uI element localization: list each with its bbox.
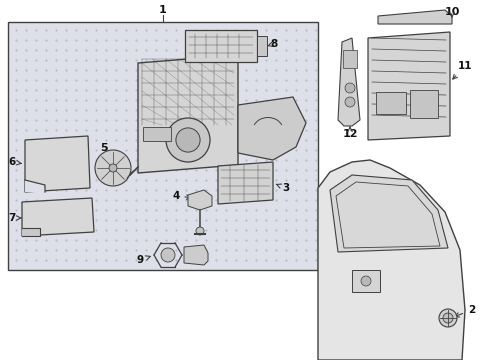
Polygon shape bbox=[184, 245, 208, 265]
Circle shape bbox=[361, 276, 371, 286]
Circle shape bbox=[196, 227, 204, 235]
Text: 9: 9 bbox=[137, 255, 150, 265]
Circle shape bbox=[176, 128, 200, 152]
Bar bbox=[352, 270, 380, 292]
Polygon shape bbox=[378, 10, 452, 24]
Text: 2: 2 bbox=[455, 305, 475, 317]
Text: 3: 3 bbox=[276, 183, 289, 193]
Bar bbox=[143, 127, 171, 141]
Bar bbox=[410, 90, 438, 118]
Text: 6: 6 bbox=[8, 157, 21, 167]
Circle shape bbox=[95, 150, 131, 186]
Circle shape bbox=[345, 83, 355, 93]
Circle shape bbox=[439, 309, 457, 327]
Polygon shape bbox=[25, 180, 45, 192]
Polygon shape bbox=[138, 55, 238, 173]
Polygon shape bbox=[338, 38, 360, 126]
Polygon shape bbox=[25, 136, 90, 192]
Circle shape bbox=[109, 164, 117, 172]
Polygon shape bbox=[368, 32, 450, 140]
Bar bbox=[376, 92, 406, 114]
Text: 1: 1 bbox=[159, 5, 167, 15]
Circle shape bbox=[443, 313, 453, 323]
Text: 10: 10 bbox=[444, 7, 460, 17]
Polygon shape bbox=[257, 36, 267, 56]
Polygon shape bbox=[238, 97, 306, 160]
Circle shape bbox=[166, 118, 210, 162]
Polygon shape bbox=[188, 190, 212, 210]
Polygon shape bbox=[330, 175, 448, 252]
Polygon shape bbox=[318, 160, 465, 360]
Text: 4: 4 bbox=[172, 191, 191, 201]
Text: 11: 11 bbox=[453, 61, 472, 79]
Circle shape bbox=[345, 97, 355, 107]
Bar bbox=[8, 22, 318, 270]
Polygon shape bbox=[22, 198, 94, 236]
Text: 8: 8 bbox=[267, 39, 277, 49]
Text: 7: 7 bbox=[8, 213, 21, 223]
Polygon shape bbox=[22, 228, 40, 236]
Text: 12: 12 bbox=[342, 129, 358, 139]
Bar bbox=[185, 30, 257, 62]
Bar bbox=[343, 50, 357, 68]
Polygon shape bbox=[218, 162, 273, 204]
Circle shape bbox=[161, 248, 175, 262]
Text: 5: 5 bbox=[100, 143, 108, 153]
